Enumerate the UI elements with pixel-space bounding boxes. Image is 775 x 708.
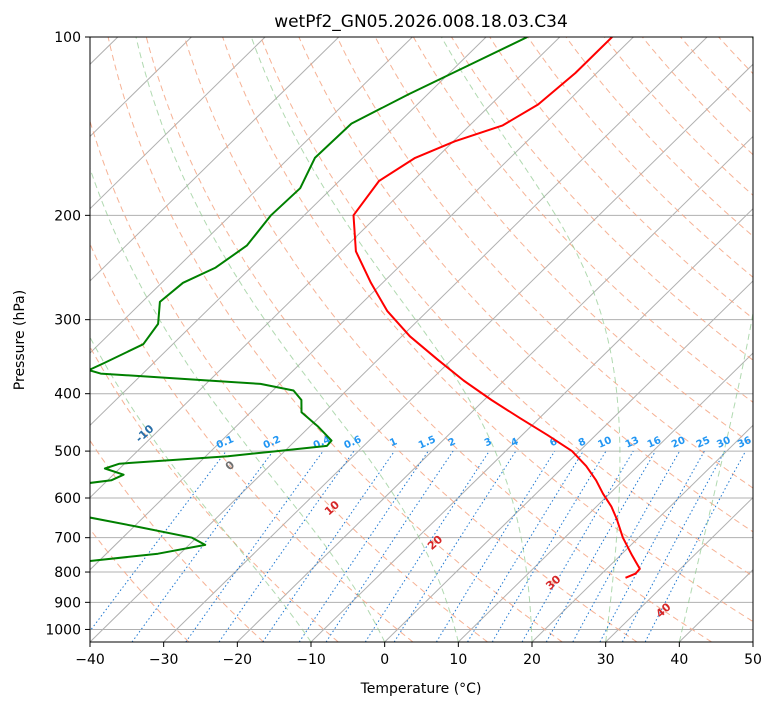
- x-axis-label: Temperature (°C): [360, 681, 482, 697]
- y-tick-label: 300: [54, 313, 81, 329]
- isotherm-gridline: [90, 37, 708, 642]
- mixing-ratio-line: [218, 450, 355, 642]
- moist-adiabat-line: [90, 336, 312, 642]
- dry-adiabat-line: [222, 37, 753, 623]
- mixing-ratio-line: [364, 450, 490, 642]
- x-tick-label: −40: [75, 652, 105, 668]
- mixing-ratio-label: 36: [736, 435, 753, 451]
- moist-adiabats: [90, 37, 753, 642]
- dry-adiabat-line: [260, 37, 753, 577]
- isotherm-gridline: [163, 63, 753, 642]
- mixing-ratio-line: [325, 450, 454, 642]
- isotherm-gridline: [236, 135, 753, 642]
- grid-lines: [90, 37, 753, 642]
- moist-adiabat-line: [250, 37, 533, 642]
- moist-adiabat-line: [678, 37, 753, 642]
- chart-title: wetPf2_GN05.2026.008.18.03.C34: [274, 12, 568, 32]
- isotherm-gridline: [90, 37, 561, 499]
- mixing-ratio-line: [621, 450, 726, 642]
- isotherm-gridline: [384, 280, 753, 642]
- dry-adiabat-line: [90, 119, 488, 642]
- x-tick-label: 30: [597, 652, 615, 668]
- x-tick-label: −10: [296, 652, 326, 668]
- dry-adiabat-line: [107, 37, 563, 642]
- mixing-ratio-line: [131, 450, 274, 642]
- dry-adiabat-line: [183, 37, 712, 642]
- dry-adiabat-line: [90, 345, 339, 642]
- y-axis-ticks: 100 200 300 400 500 600 700 800 900 1000: [45, 30, 90, 638]
- isotherm-gridline: [90, 37, 413, 354]
- y-tick-label: 400: [54, 387, 81, 403]
- dry-adiabat-line: [336, 37, 753, 489]
- plot-area: 0.10.20.40.611.52346810131620253036-100-…: [90, 37, 753, 642]
- x-tick-label: 20: [523, 652, 541, 668]
- mixing-ratio-label: 20: [670, 435, 687, 451]
- y-axis-label: Pressure (hPa): [12, 290, 28, 390]
- mixing-ratio-label: 6: [548, 436, 559, 449]
- y-tick-label: 500: [54, 444, 81, 460]
- mixing-ratio-label: 1: [388, 436, 399, 449]
- isotherm-gridline: [90, 37, 487, 427]
- y-tick-label: 100: [54, 30, 81, 46]
- mixing-ratio-label: 2: [447, 436, 458, 449]
- y-tick-label: 600: [54, 491, 81, 507]
- mixing-ratio-line: [185, 450, 324, 642]
- mixing-ratio-line: [298, 450, 429, 642]
- isotherm-gridline: [310, 207, 753, 642]
- mixing-ratio-lines: [90, 450, 747, 642]
- isotherm-gridline: [457, 352, 753, 642]
- x-tick-label: −30: [149, 652, 179, 668]
- mixing-ratio-line: [467, 450, 584, 642]
- isotherm-gridline: [90, 37, 340, 282]
- y-tick-label: 700: [54, 531, 81, 547]
- dry-adiabat-line: [412, 37, 753, 403]
- mixing-ratio-line: [90, 450, 227, 632]
- mixing-ratio-line: [599, 450, 705, 642]
- y-tick-label: 200: [54, 208, 81, 224]
- mixing-ratio-label: 16: [646, 435, 663, 451]
- sounding-profiles: [90, 37, 641, 579]
- mixing-ratio-line: [435, 450, 556, 642]
- plot-frame: [89, 36, 754, 643]
- isotherm-gridline: [90, 37, 634, 571]
- x-axis-ticks: −40 −30 −20 −10 0 10 20 30 40 50: [75, 642, 762, 668]
- mixing-ratio-label: 10: [596, 435, 613, 451]
- x-tick-label: 10: [449, 652, 467, 668]
- isotherm-gridline: [531, 424, 753, 642]
- dry-adiabat-line: [451, 37, 753, 361]
- mixing-ratio-line: [572, 450, 681, 642]
- mixing-ratio-line: [393, 450, 517, 642]
- dry-adiabat-line: [145, 37, 638, 642]
- y-tick-label: 800: [54, 565, 81, 581]
- isotherm-gridline: [605, 496, 753, 642]
- dry-adiabat-line: [90, 242, 414, 642]
- x-tick-label: 40: [670, 652, 688, 668]
- dewpoint-profile-line: [90, 37, 528, 563]
- moist-adiabat-line: [135, 37, 459, 642]
- mixing-ratio-label: 30: [715, 435, 732, 451]
- mixing-ratio-label: 25: [695, 435, 712, 451]
- temperature-profile-line: [352, 37, 641, 579]
- dry-adiabat-line: [90, 439, 264, 642]
- mixing-ratio-label: 3: [483, 436, 494, 449]
- mixing-ratio-line: [262, 450, 395, 642]
- y-tick-label: 900: [54, 595, 81, 611]
- y-tick-label: 1000: [45, 622, 81, 638]
- x-tick-label: 0: [380, 652, 389, 668]
- mixing-ratio-label: 4: [509, 436, 520, 449]
- x-tick-label: 50: [744, 652, 762, 668]
- moist-adiabat-line: [440, 37, 621, 642]
- dry-adiabat-line: [298, 37, 753, 533]
- mixing-ratio-label: 13: [624, 435, 641, 451]
- dry-adiabats: [90, 37, 753, 642]
- isotherm-gridline: [90, 37, 266, 210]
- x-tick-label: −20: [223, 652, 253, 668]
- mixing-ratio-label: 8: [577, 436, 588, 449]
- dry-adiabat-line: [374, 37, 753, 446]
- dry-adiabat-line: [489, 37, 753, 320]
